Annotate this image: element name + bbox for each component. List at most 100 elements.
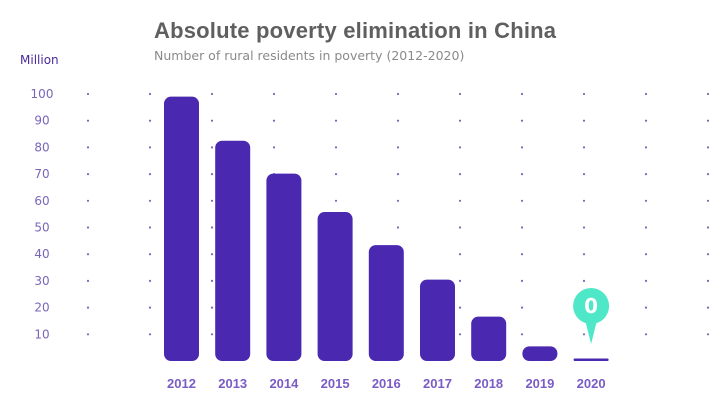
grid-dot <box>210 226 214 229</box>
grid-dot <box>86 173 90 176</box>
grid-dot <box>396 119 400 122</box>
grid-dot <box>148 199 152 202</box>
y-tick-label: 100 <box>31 87 54 101</box>
grid-dot <box>520 119 524 122</box>
grid-dot <box>582 333 586 336</box>
y-tick-label: 50 <box>34 221 49 235</box>
x-tick-label: 2020 <box>577 376 606 391</box>
grid-dot <box>210 279 214 282</box>
grid-dot <box>396 226 400 229</box>
annotation-pin-tail <box>585 320 598 344</box>
grid-dot <box>458 253 462 256</box>
y-tick-label: 70 <box>34 167 49 181</box>
grid-dot <box>458 279 462 282</box>
bar-2019 <box>522 346 558 361</box>
grid-dot <box>520 306 524 309</box>
y-tick-label: 10 <box>34 327 49 341</box>
grid-dot <box>582 226 586 229</box>
annotation-label: 0 <box>584 294 598 318</box>
grid-dot <box>210 146 214 149</box>
zero-annotation: 0 <box>573 288 610 344</box>
grid-dot <box>148 306 152 309</box>
grid-dot <box>644 333 648 336</box>
chart-title: Absolute poverty elimination in China <box>154 18 557 43</box>
grid-dot <box>210 199 214 202</box>
grid-dot <box>644 226 648 229</box>
bar-2015 <box>317 212 353 361</box>
grid-dot <box>458 306 462 309</box>
grid-dot <box>520 92 524 96</box>
grid-dot <box>210 306 214 309</box>
grid-dot <box>458 92 462 96</box>
bar-2012 <box>164 96 199 362</box>
grid-dot <box>458 119 462 122</box>
chart-subtitle: Number of rural residents in poverty (20… <box>154 48 465 63</box>
grid-dot <box>458 333 462 336</box>
y-axis-ticks: 10 20 30 40 50 60 70 80 90 100 <box>31 87 54 341</box>
grid-dot <box>334 92 338 96</box>
grid-dot <box>706 306 710 309</box>
grid-dot <box>644 279 648 282</box>
grid-dot <box>644 253 648 256</box>
grid-dot <box>148 279 152 282</box>
grid-dot <box>582 119 586 122</box>
grid-dot <box>396 173 400 176</box>
y-tick-label: 20 <box>34 301 49 315</box>
bar-2016 <box>368 245 404 361</box>
grid-dot <box>210 92 214 96</box>
grid-dot <box>706 119 710 122</box>
y-tick-label: 90 <box>34 114 49 128</box>
grid-dot <box>272 92 276 96</box>
grid-dot <box>582 146 586 149</box>
grid-dot <box>86 119 90 122</box>
grid-dot <box>582 199 586 202</box>
grid-dot <box>458 199 462 202</box>
grid-dot <box>334 199 338 202</box>
grid-dot <box>396 199 400 202</box>
grid-dot <box>582 173 586 176</box>
grid-dot <box>86 279 90 282</box>
grid-dot <box>272 146 276 149</box>
bar-2017 <box>420 279 455 361</box>
grid-dot <box>458 226 462 229</box>
grid-dot <box>644 146 648 149</box>
grid-dot <box>148 253 152 256</box>
grid-dot <box>706 92 710 96</box>
grid-dot <box>582 279 586 282</box>
grid-dot <box>272 119 276 122</box>
grid-dot <box>520 279 524 282</box>
x-tick-label: 2019 <box>525 376 554 391</box>
grid-dot <box>706 199 710 202</box>
grid-dot <box>706 173 710 176</box>
grid-dot <box>86 306 90 309</box>
grid-dot <box>706 146 710 149</box>
grid-dot <box>706 253 710 256</box>
bar-2013 <box>215 140 251 361</box>
grid-dot <box>86 253 90 256</box>
bar-2020 <box>573 358 609 361</box>
bars <box>164 96 609 362</box>
grid-dot <box>210 119 214 122</box>
grid-dot <box>210 173 214 176</box>
grid-dot <box>334 146 338 149</box>
y-tick-label: 30 <box>34 274 49 288</box>
y-tick-label: 40 <box>34 247 49 261</box>
grid-dot <box>644 92 648 96</box>
grid-dot <box>706 226 710 229</box>
grid-dot <box>644 306 648 309</box>
grid-dot <box>148 146 152 149</box>
grid-dot <box>520 173 524 176</box>
grid-dot <box>582 253 586 256</box>
x-tick-label: 2013 <box>218 376 247 391</box>
x-tick-label: 2018 <box>474 376 503 391</box>
grid-dot <box>458 146 462 149</box>
y-tick-label: 60 <box>34 194 49 208</box>
grid-dot <box>644 199 648 202</box>
grid-dot <box>520 199 524 202</box>
grid-dot <box>334 173 338 176</box>
grid-dot <box>86 92 90 96</box>
grid-dot <box>706 333 710 336</box>
x-tick-label: 2015 <box>321 376 350 391</box>
grid-dot <box>148 226 152 229</box>
